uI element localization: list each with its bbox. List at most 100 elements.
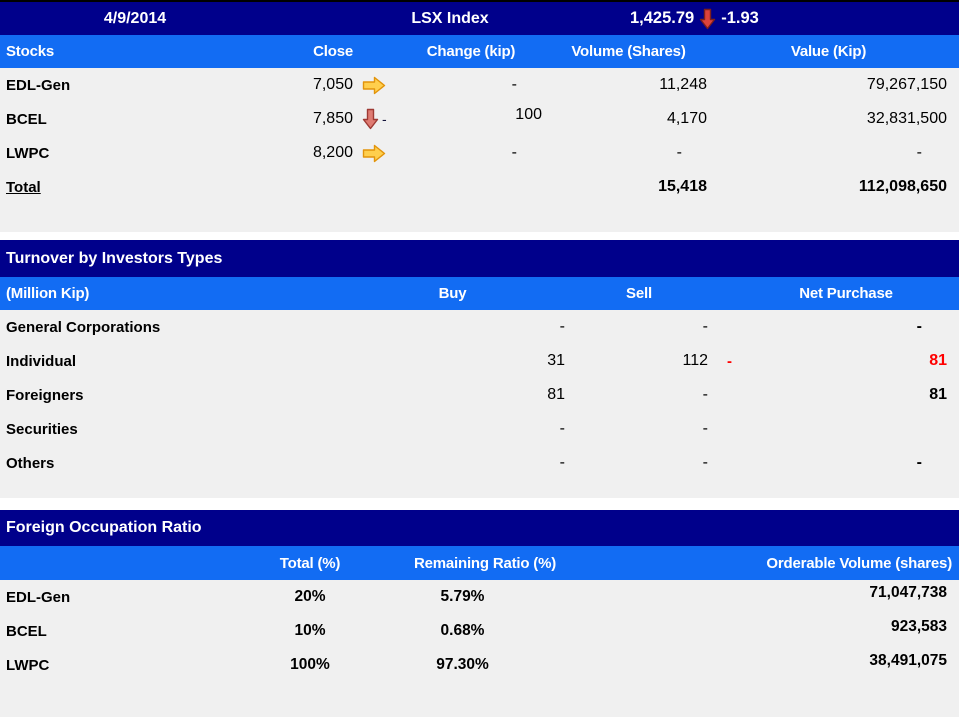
col-net-purchase: Net Purchase bbox=[799, 285, 893, 302]
col-buy: Buy bbox=[438, 285, 467, 302]
table-row: Others - - - bbox=[0, 446, 959, 480]
report-date: 4/9/2014 bbox=[103, 9, 167, 27]
col-sell: Sell bbox=[626, 285, 652, 302]
remaining-ratio-value: 5.79% bbox=[440, 588, 485, 605]
investor-type: Foreigners bbox=[6, 386, 84, 404]
index-down-arrow-icon bbox=[699, 8, 716, 30]
turnover-title: Turnover by Investors Types bbox=[6, 249, 223, 267]
table-row: BCEL 10% 0.68% 923,583 bbox=[0, 614, 959, 648]
change-value: - bbox=[511, 144, 517, 161]
col-value: Value (Kip) bbox=[790, 43, 867, 60]
volume-value: 4,170 bbox=[666, 110, 707, 127]
total-row: Total 15,418 112,098,650 bbox=[0, 170, 959, 204]
col-volume: Volume (Shares) bbox=[571, 43, 686, 60]
remaining-ratio-value: 97.30% bbox=[436, 656, 489, 673]
total-pct-value: 20% bbox=[294, 588, 326, 605]
down-arrow-icon: - bbox=[362, 108, 387, 130]
stock-name: BCEL bbox=[6, 622, 47, 640]
right-arrow-icon bbox=[362, 144, 389, 163]
net-purchase-value: 81 bbox=[929, 352, 947, 369]
change-value: 100 bbox=[515, 106, 542, 123]
table-row: LWPC 8,200 - - - bbox=[0, 136, 959, 170]
close-price: 7,050 bbox=[312, 76, 353, 93]
sell-sign: - bbox=[727, 352, 732, 370]
change-sign: - bbox=[382, 111, 387, 127]
value-kip: 32,831,500 bbox=[866, 110, 947, 127]
table-row: BCEL 7,850 - 100 4,170 32,831,500 bbox=[0, 102, 959, 136]
foreign-ratio-table-header: Total (%) Remaining Ratio (%) Orderable … bbox=[0, 546, 959, 580]
turnover-title-bar: Turnover by Investors Types bbox=[0, 240, 959, 277]
investor-type: Securities bbox=[6, 420, 78, 438]
index-summary-bar: 4/9/2014 LSX Index 1,425.79 -1.93 bbox=[0, 0, 959, 35]
buy-value: - bbox=[559, 318, 565, 335]
table-row: Foreigners 81 - 81 bbox=[0, 378, 959, 412]
col-arrow-spacer bbox=[358, 35, 400, 68]
stock-name: LWPC bbox=[6, 656, 50, 674]
foreign-ratio-title-bar: Foreign Occupation Ratio bbox=[0, 510, 959, 546]
col-remaining-ratio: Remaining Ratio (%) bbox=[413, 554, 557, 572]
value-kip: 79,267,150 bbox=[866, 76, 947, 93]
change-value: - bbox=[511, 76, 517, 93]
total-label: Total bbox=[6, 178, 41, 196]
sell-value: 112 bbox=[682, 352, 708, 369]
net-purchase-value: - bbox=[916, 318, 922, 335]
total-pct-value: 10% bbox=[294, 622, 326, 639]
volume-value: 11,248 bbox=[659, 76, 707, 93]
sell-sign bbox=[715, 378, 745, 412]
buy-value: 31 bbox=[547, 352, 565, 369]
turnover-table-body: General Corporations - - - Individual 31… bbox=[0, 310, 959, 498]
close-price: 8,200 bbox=[312, 144, 353, 161]
table-row: Securities - - bbox=[0, 412, 959, 446]
section-divider bbox=[0, 232, 959, 240]
orderable-volume-value: 923,583 bbox=[890, 618, 947, 635]
buy-value: - bbox=[559, 420, 565, 437]
close-price: 7,850 bbox=[312, 110, 353, 127]
stock-name: EDL-Gen bbox=[6, 588, 71, 606]
col-close: Close bbox=[313, 43, 353, 60]
stock-name: LWPC bbox=[6, 144, 50, 162]
stock-name: BCEL bbox=[6, 110, 47, 128]
investor-type: Individual bbox=[6, 352, 77, 370]
section-divider bbox=[0, 498, 959, 510]
sell-value: - bbox=[702, 318, 708, 335]
total-volume: 15,418 bbox=[658, 178, 707, 195]
right-arrow-icon bbox=[362, 76, 389, 95]
investor-type: General Corporations bbox=[6, 318, 161, 336]
net-purchase-value: 81 bbox=[929, 386, 947, 403]
investor-type: Others bbox=[6, 454, 55, 472]
stocks-table-header: Stocks Close Change (kip) Volume (Shares… bbox=[0, 35, 959, 68]
buy-value: - bbox=[559, 454, 565, 471]
table-row: General Corporations - - - bbox=[0, 310, 959, 344]
col-change: Change (kip) bbox=[426, 43, 516, 60]
total-value: 112,098,650 bbox=[858, 178, 947, 195]
stock-name: EDL-Gen bbox=[6, 76, 71, 94]
value-kip: - bbox=[916, 144, 922, 161]
table-row: EDL-Gen 20% 5.79% 71,047,738 bbox=[0, 580, 959, 614]
turnover-table-header: (Million Kip) Buy Sell Net Purchase bbox=[0, 277, 959, 310]
stocks-table-body: EDL-Gen 7,050 - 11,248 79,267,150 BCEL 7… bbox=[0, 68, 959, 232]
orderable-volume-value: 71,047,738 bbox=[869, 584, 947, 601]
col-stocks: Stocks bbox=[6, 43, 54, 60]
foreign-ratio-title: Foreign Occupation Ratio bbox=[6, 519, 202, 536]
remaining-ratio-value: 0.68% bbox=[440, 622, 485, 639]
col-million-kip: (Million Kip) bbox=[6, 285, 90, 302]
table-row: LWPC 100% 97.30% 38,491,075 bbox=[0, 648, 959, 682]
sell-value: - bbox=[702, 420, 708, 437]
col-orderable-volume: Orderable Volume (shares) bbox=[766, 554, 952, 572]
index-name: LSX Index bbox=[411, 9, 489, 27]
sell-value: - bbox=[702, 454, 708, 471]
index-change: -1.93 bbox=[721, 9, 759, 27]
sell-sign bbox=[715, 412, 745, 446]
buy-value: 81 bbox=[547, 386, 565, 403]
net-purchase-value bbox=[745, 412, 959, 446]
table-row: EDL-Gen 7,050 - 11,248 79,267,150 bbox=[0, 68, 959, 102]
index-value: 1,425.79 bbox=[630, 9, 695, 27]
volume-value: - bbox=[676, 144, 682, 161]
orderable-volume-value: 38,491,075 bbox=[869, 652, 947, 669]
net-purchase-value: - bbox=[916, 454, 922, 471]
sell-value: - bbox=[702, 386, 708, 403]
col-total-pct: Total (%) bbox=[279, 554, 341, 572]
table-row: Individual 31 112 - 81 bbox=[0, 344, 959, 378]
total-pct-value: 100% bbox=[290, 656, 330, 673]
foreign-ratio-table-body: EDL-Gen 20% 5.79% 71,047,738 BCEL 10% 0.… bbox=[0, 580, 959, 717]
